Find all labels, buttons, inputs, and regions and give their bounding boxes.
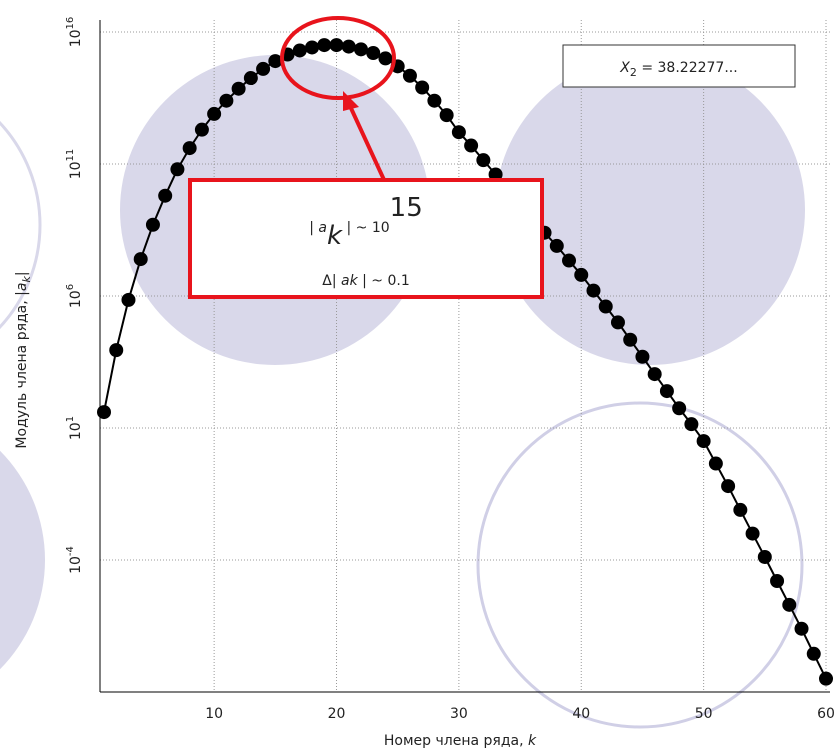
data-point — [451, 125, 466, 140]
x-tick-label: 50 — [695, 706, 713, 722]
callout-arrowhead — [343, 91, 359, 111]
y-tick-label: 101 — [65, 416, 84, 440]
data-point — [194, 122, 209, 137]
decor-circle — [476, 401, 804, 729]
data-point — [684, 417, 699, 432]
data-point — [109, 343, 124, 358]
data-point — [341, 39, 356, 54]
tick-base: 10 — [68, 556, 84, 574]
data-point — [770, 574, 785, 589]
tick-exponent: 11 — [65, 149, 76, 162]
data-point — [647, 367, 662, 382]
tick-exponent: -4 — [65, 546, 76, 556]
data-point — [427, 93, 442, 108]
decor-circle — [495, 55, 805, 365]
callout-box — [188, 178, 544, 299]
legend-text: X2 = 38.22277... — [619, 60, 737, 79]
data-point — [231, 81, 246, 96]
data-point — [635, 349, 650, 364]
data-point — [623, 332, 638, 347]
tick-exponent: 6 — [65, 284, 76, 290]
tick-base: 10 — [68, 29, 84, 47]
data-point — [574, 267, 589, 282]
y-tick-label: 1011 — [65, 149, 84, 180]
data-point — [207, 106, 222, 121]
data-point — [415, 80, 430, 95]
legend-box — [562, 44, 796, 88]
data-point — [659, 384, 674, 399]
data-point — [464, 138, 479, 153]
data-point — [145, 217, 160, 232]
data-point — [708, 456, 723, 471]
data-point — [672, 401, 687, 416]
callout-line1: | ak | ~ 1015 — [309, 193, 423, 251]
data-point — [219, 93, 234, 108]
data-point — [476, 153, 491, 168]
x-tick-label: 10 — [205, 706, 223, 722]
decor-circle — [0, 450, 45, 670]
highlight-ellipse — [280, 16, 396, 100]
data-point — [366, 46, 381, 61]
tick-exponent: 16 — [65, 17, 76, 30]
data-point — [97, 405, 111, 420]
tick-base: 10 — [68, 422, 84, 440]
data-point — [121, 292, 136, 307]
data-point — [598, 299, 613, 314]
x-axis-label: Номер члена ряда, k — [384, 733, 537, 749]
data-point — [819, 671, 833, 686]
data-point — [402, 68, 417, 83]
data-point — [305, 40, 320, 55]
y-axis-label: Модуль члена ряда, |ak| — [14, 271, 33, 448]
decor-circle — [0, 120, 42, 330]
data-point — [549, 238, 564, 253]
data-point — [733, 502, 748, 517]
data-point — [745, 526, 760, 541]
data-point — [586, 283, 601, 298]
data-point — [610, 315, 625, 330]
data-point — [562, 253, 577, 268]
data-point — [721, 479, 736, 494]
data-point — [696, 434, 711, 449]
callout-line2: Δ| ak | ~ 0.1 — [322, 273, 410, 289]
data-point — [439, 108, 454, 123]
data-point — [133, 252, 148, 267]
callout-arrow — [348, 105, 387, 183]
x-tick-label: 30 — [450, 706, 468, 722]
x-tick-label: 60 — [817, 706, 835, 722]
data-point — [268, 54, 283, 69]
data-point — [182, 141, 197, 156]
tick-base: 10 — [68, 290, 84, 308]
x-tick-label: 20 — [328, 706, 346, 722]
data-point — [378, 51, 393, 66]
data-point — [782, 597, 797, 612]
tick-exponent: 1 — [65, 416, 76, 422]
data-point — [256, 61, 271, 76]
y-tick-label: 106 — [65, 284, 84, 308]
data-point — [317, 38, 332, 53]
data-point — [170, 162, 185, 177]
data-point — [794, 621, 809, 636]
data-point — [353, 42, 368, 57]
tick-base: 10 — [68, 161, 84, 179]
x-tick-label: 40 — [572, 706, 590, 722]
data-point — [806, 646, 821, 661]
data-point — [158, 188, 173, 203]
data-point — [292, 43, 307, 58]
y-tick-label: 1016 — [65, 17, 84, 48]
data-point — [329, 38, 344, 53]
data-point — [243, 71, 258, 86]
data-point — [757, 549, 772, 564]
y-tick-label: 10-4 — [65, 546, 84, 574]
